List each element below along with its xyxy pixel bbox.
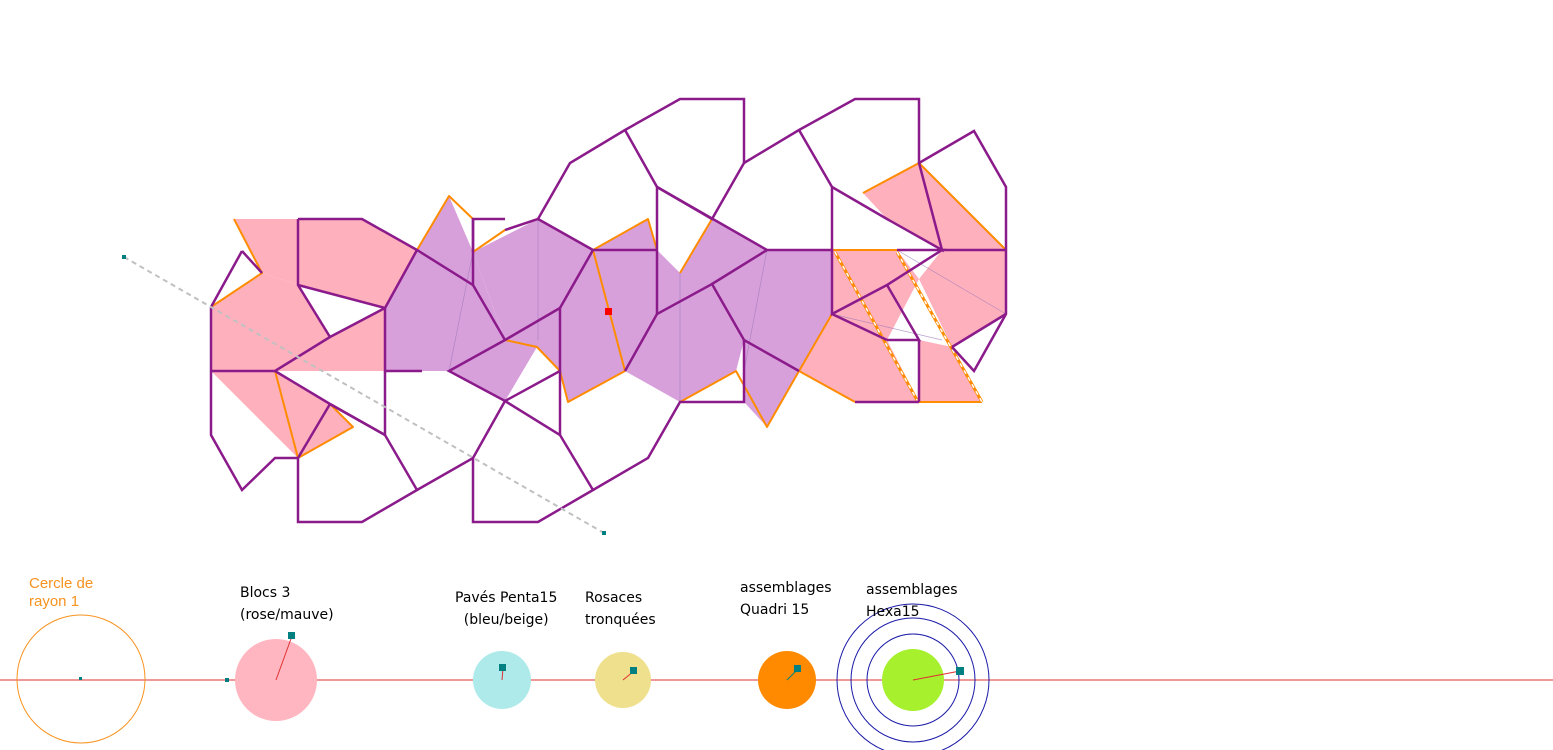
dashed-orange-guides <box>833 251 984 403</box>
mauve-tile <box>712 250 832 371</box>
hexa-label: assemblages Hexa15 <box>866 579 958 623</box>
quadri-label: assemblages Quadri 15 <box>740 577 832 621</box>
mauve-tile <box>473 219 593 340</box>
mauve-tile <box>593 219 657 371</box>
hexa-label-line2: Hexa15 <box>866 604 920 620</box>
paves-label-line1: Pavés Penta15 <box>455 590 558 606</box>
pink-tile <box>832 250 919 340</box>
mauve-tile <box>744 340 799 427</box>
unit-circle <box>16 614 146 744</box>
pink-tile <box>919 340 982 402</box>
purple-edges <box>209 97 1008 524</box>
paves-label-line2: (bleu/beige) <box>463 612 549 628</box>
hexa-ring-middle <box>850 617 976 743</box>
cercle-label: Cercle de rayon 1 <box>29 575 93 611</box>
quadri-label-line2: Quadri 15 <box>740 602 810 618</box>
mauve-tile <box>560 250 625 402</box>
blocs-label-line1: Blocs 3 <box>240 585 291 601</box>
rosaces-label-line1: Rosaces <box>585 590 643 606</box>
rosaces-label-line2: tronquées <box>585 612 656 628</box>
pink-tile <box>799 314 919 402</box>
blocs-label: Blocs 3 (rose/mauve) <box>240 582 334 626</box>
paves-slider-handle[interactable] <box>499 664 506 671</box>
rosaces-label: Rosaces tronquées <box>585 587 656 631</box>
axis-endpoint[interactable] <box>122 255 126 259</box>
paves-label: Pavés Penta15 (bleu/beige) <box>455 587 557 631</box>
quadri-slider-handle[interactable] <box>794 665 801 672</box>
hexa-slider-arm <box>912 670 961 681</box>
blocs-slider-arm <box>275 635 293 681</box>
pink-tile <box>211 371 330 458</box>
blocs-label-line2: (rose/mauve) <box>240 607 334 623</box>
quadri-label-line1: assemblages <box>740 580 832 596</box>
mauve-tile <box>385 196 505 371</box>
pink-tile <box>234 219 298 285</box>
pink-tile <box>919 250 1006 347</box>
dashed-axis <box>123 256 605 534</box>
mauve-tile <box>449 308 560 401</box>
blocs-origin-dot <box>225 678 229 682</box>
blocs-slider-handle[interactable] <box>288 632 295 639</box>
rosaces-slider-handle[interactable] <box>630 667 637 674</box>
hexa-slider-handle[interactable] <box>956 667 964 675</box>
pink-tile <box>211 273 330 371</box>
center-point[interactable] <box>605 308 612 315</box>
axis-endpoint[interactable] <box>602 531 606 535</box>
cercle-label-line2: rayon 1 <box>29 593 80 610</box>
hexa-ring-inner <box>866 633 960 727</box>
pink-tile <box>863 163 942 250</box>
cercle-label-line1: Cercle de <box>29 575 94 592</box>
mauve-tile <box>657 219 767 314</box>
hexa-ring-outer <box>836 603 990 750</box>
mauve-tile <box>625 284 744 402</box>
unit-circle-center <box>79 677 82 680</box>
hexa-label-line1: assemblages <box>866 582 958 598</box>
pink-tile <box>298 404 353 458</box>
pink-tile <box>298 219 417 308</box>
